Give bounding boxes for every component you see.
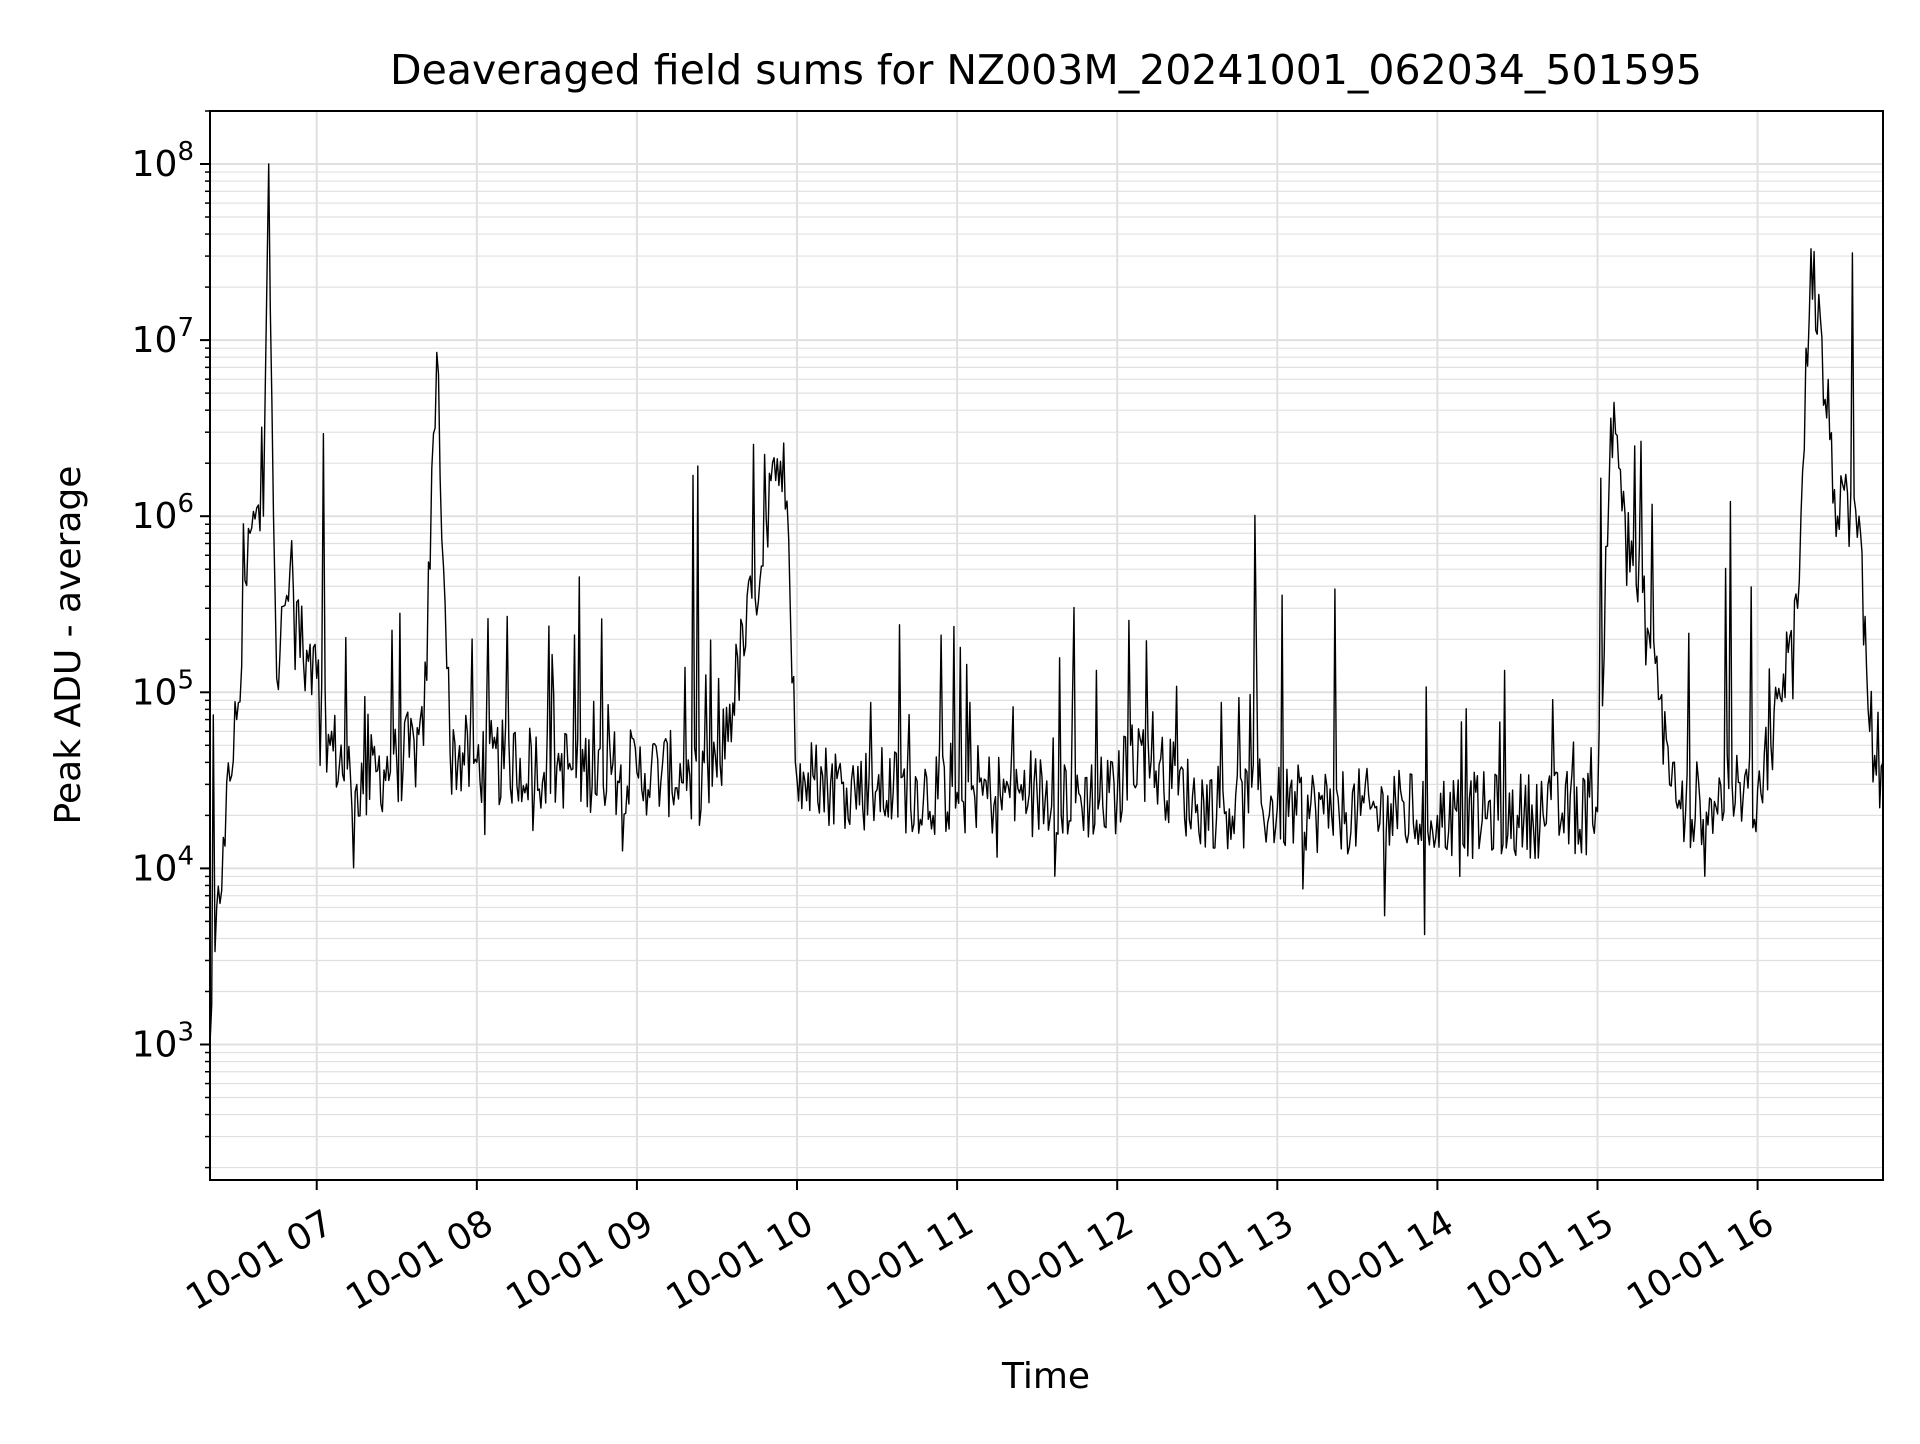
grid-layer xyxy=(210,110,1883,1180)
y-tick-label: 108 xyxy=(132,137,194,185)
y-tick-label: 104 xyxy=(132,841,194,889)
x-tick-label: 10-01 08 xyxy=(339,1202,500,1318)
x-tick-label: 10-01 07 xyxy=(179,1202,340,1318)
x-tick-label: 10-01 16 xyxy=(1620,1202,1781,1318)
x-tick-label: 10-01 10 xyxy=(660,1202,821,1318)
plot-frame xyxy=(209,110,1884,1181)
x-tick-label: 10-01 09 xyxy=(500,1202,661,1318)
y-tick-label: 103 xyxy=(132,1017,194,1065)
x-tick-label: 10-01 14 xyxy=(1300,1202,1461,1318)
y-tick-label: 105 xyxy=(132,665,194,713)
x-tick-label: 10-01 11 xyxy=(820,1202,981,1318)
x-tick-label: 10-01 15 xyxy=(1460,1202,1621,1318)
x-tick-label: 10-01 13 xyxy=(1140,1202,1301,1318)
y-axis-label: Peak ADU - average xyxy=(48,466,89,825)
chart-title: Deaveraged field sums for NZ003M_2024100… xyxy=(390,46,1702,94)
series-line xyxy=(209,163,1884,1045)
x-tick-label: 10-01 12 xyxy=(980,1202,1141,1318)
x-axis-label: Time xyxy=(1001,1356,1090,1397)
y-tick-label: 106 xyxy=(132,489,194,537)
y-tick-label: 107 xyxy=(132,313,194,361)
series-layer xyxy=(209,163,1884,1045)
